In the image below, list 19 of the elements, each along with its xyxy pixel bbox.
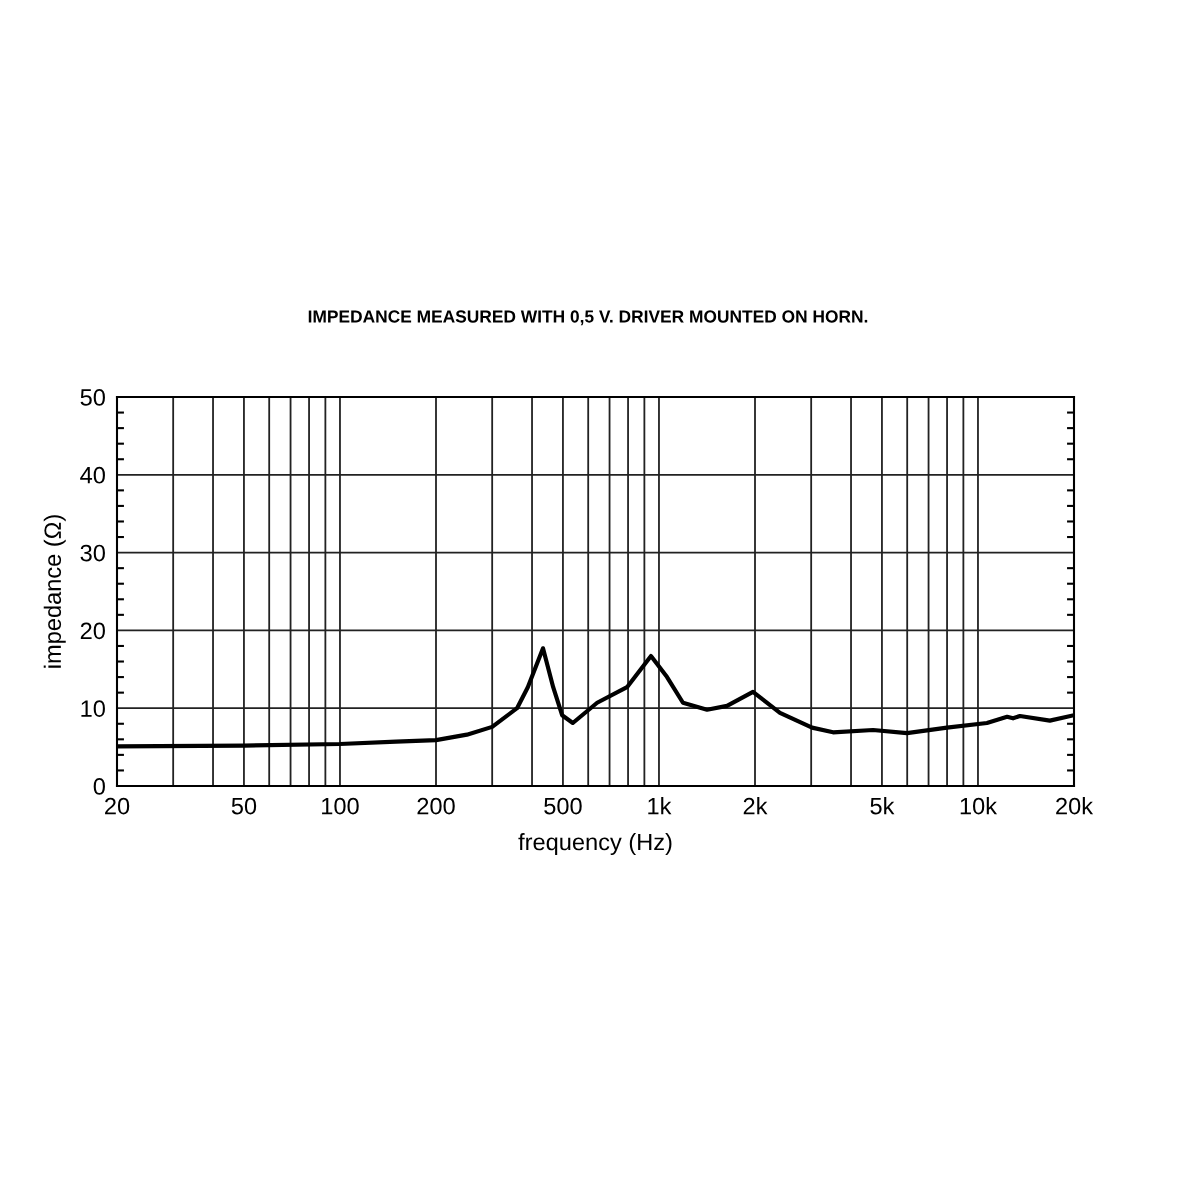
x-axis-title: frequency (Hz) — [518, 833, 672, 856]
x-tick-label: 2k — [743, 797, 768, 815]
x-tick-label: 10k — [960, 797, 998, 815]
x-tick-label: 20k — [1056, 797, 1094, 815]
x-tick-label: 50 — [231, 797, 257, 815]
x-tick-label: 1k — [648, 797, 672, 815]
x-tick-label: 500 — [544, 797, 582, 815]
x-tick-label: 100 — [322, 797, 359, 815]
y-tick-label: 40 — [80, 466, 105, 484]
y-axis-title: impedance (Ω) — [43, 515, 66, 668]
x-tick-label: 200 — [417, 797, 455, 815]
y-tick-label: 30 — [80, 544, 105, 562]
y-tick-label: 10 — [81, 700, 105, 717]
chart-title: IMPEDANCE MEASURED WITH 0,5 V. DRIVER MOUNTED ON HORN. — [308, 310, 868, 326]
x-tick-label: 20 — [105, 797, 130, 815]
x-tick-label: 5k — [870, 797, 895, 815]
y-tick-label: 20 — [80, 622, 105, 640]
y-tick-label: 0 — [93, 778, 105, 795]
y-tick-label: 50 — [80, 389, 105, 406]
